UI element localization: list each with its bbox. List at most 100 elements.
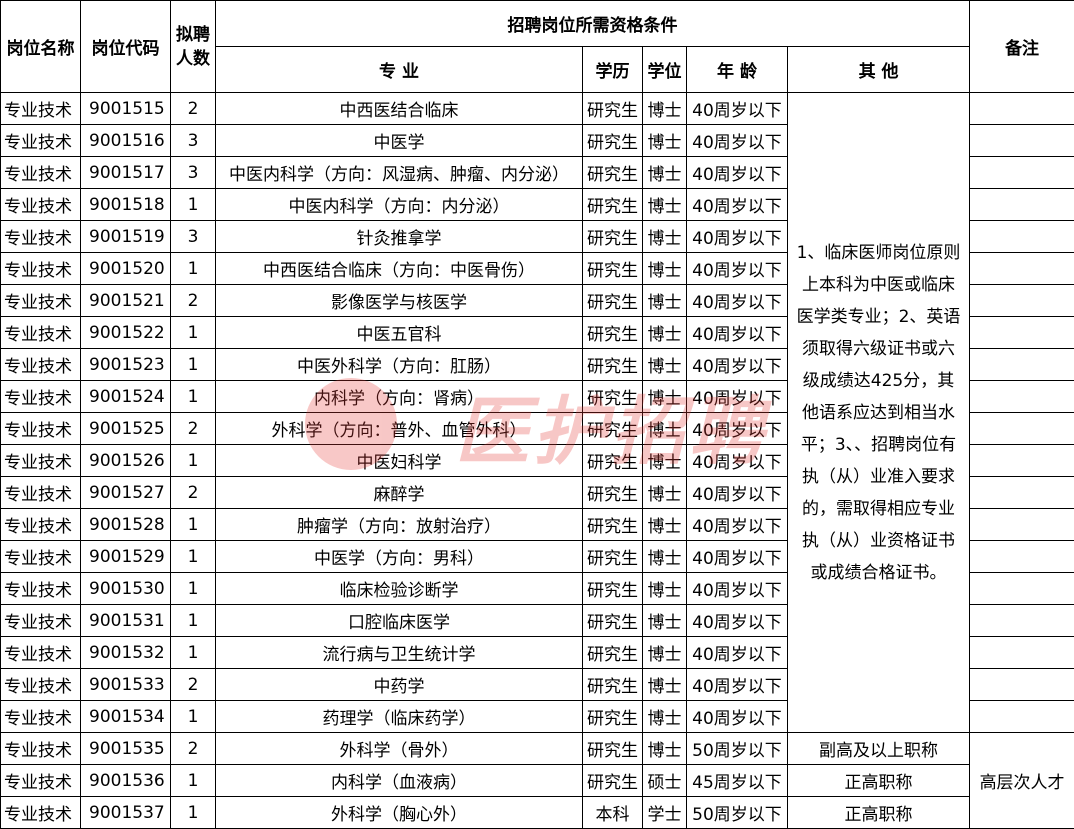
position-name: 专业技术 — [0, 188, 81, 221]
education: 研究生 — [582, 764, 643, 797]
hire-count: 1 — [170, 764, 216, 797]
age-limit: 40周岁以下 — [686, 476, 788, 509]
remark-empty — [969, 572, 1074, 605]
header-position-name: 岗位名称 — [0, 0, 81, 93]
major: 中医学（方向：男科） — [215, 540, 583, 573]
position-name: 专业技术 — [0, 732, 81, 765]
position-code: 9001536 — [80, 764, 171, 797]
table-row: 专业技术 9001536 1 内科学（血液病） 研究生 硕士 45周岁以下 正高职称 — [0, 764, 1074, 797]
table-row: 专业技术 9001521 2 影像医学与核医学 研究生 博士 40周岁以下 — [0, 284, 1074, 317]
hire-count: 1 — [170, 188, 216, 221]
table-row: 专业技术 9001526 1 中医妇科学 研究生 博士 40周岁以下 — [0, 444, 1074, 477]
position-name: 专业技术 — [0, 284, 81, 317]
age-limit: 40周岁以下 — [686, 508, 788, 541]
major: 中西医结合临床 — [215, 92, 583, 125]
education: 研究生 — [582, 572, 643, 605]
age-limit: 40周岁以下 — [686, 220, 788, 253]
major: 针灸推拿学 — [215, 220, 583, 253]
hire-count: 2 — [170, 476, 216, 509]
major: 中医外科学（方向：肛肠） — [215, 348, 583, 381]
major: 外科学（骨外） — [215, 732, 583, 765]
education: 研究生 — [582, 156, 643, 189]
hire-count: 2 — [170, 668, 216, 701]
remark-high-level-talent: 高层次人才 — [969, 732, 1074, 829]
header-degree: 学位 — [642, 46, 687, 93]
position-code: 9001524 — [80, 380, 171, 413]
table-row: 专业技术 9001533 2 中药学 研究生 博士 40周岁以下 — [0, 668, 1074, 701]
remark-empty — [969, 476, 1074, 509]
education: 研究生 — [582, 316, 643, 349]
hire-count: 2 — [170, 412, 216, 445]
table-row: 专业技术 9001515 2 中西医结合临床 研究生 博士 40周岁以下 1、临床医师岗位原则… — [0, 92, 1074, 733]
table-row: 专业技术 9001530 1 临床检验诊断学 研究生 博士 40周岁以下 — [0, 572, 1074, 605]
remark-empty — [969, 252, 1074, 285]
education: 研究生 — [582, 188, 643, 221]
education: 研究生 — [582, 540, 643, 573]
position-name: 专业技术 — [0, 156, 81, 189]
remark-empty — [969, 444, 1074, 477]
header-position-code: 岗位代码 — [80, 0, 171, 93]
remark-empty — [969, 92, 1074, 125]
table-body: 专业技术 9001515 2 中西医结合临床 研究生 博士 40周岁以下 1、临床医师岗位原则… — [0, 92, 1074, 829]
remark-empty — [969, 316, 1074, 349]
header-other: 其 他 — [786, 46, 971, 93]
position-code: 9001529 — [80, 540, 171, 573]
position-name: 专业技术 — [0, 636, 81, 669]
position-code: 9001517 — [80, 156, 171, 189]
position-code: 9001520 — [80, 252, 171, 285]
hire-count: 1 — [170, 316, 216, 349]
education: 研究生 — [582, 220, 643, 253]
hire-count: 1 — [170, 572, 216, 605]
major: 流行病与卫生统计学 — [215, 636, 583, 669]
major: 外科学（胸心外） — [215, 796, 583, 829]
remark-empty — [969, 348, 1074, 381]
hire-count: 1 — [170, 444, 216, 477]
table-row: 专业技术 9001532 1 流行病与卫生统计学 研究生 博士 40周岁以下 — [0, 636, 1074, 669]
position-name: 专业技术 — [0, 92, 81, 125]
table-row: 专业技术 9001537 1 外科学（胸心外） 本科 学士 50周岁以下 正高职称 — [0, 796, 1074, 829]
education: 研究生 — [582, 508, 643, 541]
hire-count: 2 — [170, 92, 216, 125]
header-remark: 备注 — [969, 0, 1074, 93]
remark-empty — [969, 604, 1074, 637]
education: 本科 — [582, 796, 643, 829]
hire-count: 3 — [170, 220, 216, 253]
degree: 博士 — [642, 252, 687, 285]
remark-empty — [969, 668, 1074, 701]
table-row: 专业技术 9001523 1 中医外科学（方向：肛肠） 研究生 博士 40周岁以下 — [0, 348, 1074, 381]
position-name: 专业技术 — [0, 220, 81, 253]
other-requirement: 正高职称 — [786, 796, 971, 829]
age-limit: 40周岁以下 — [686, 572, 788, 605]
age-limit: 40周岁以下 — [686, 316, 788, 349]
header-education: 学历 — [582, 46, 643, 93]
degree: 博士 — [642, 92, 687, 125]
major: 中医妇科学 — [215, 444, 583, 477]
position-code: 9001534 — [80, 700, 171, 733]
remark-empty — [969, 284, 1074, 317]
age-limit: 40周岁以下 — [686, 444, 788, 477]
education: 研究生 — [582, 476, 643, 509]
position-name: 专业技术 — [0, 412, 81, 445]
position-name: 专业技术 — [0, 796, 81, 829]
position-name: 专业技术 — [0, 572, 81, 605]
degree: 博士 — [642, 508, 687, 541]
education: 研究生 — [582, 700, 643, 733]
table-row: 专业技术 9001524 1 内科学（方向：肾病） 研究生 博士 40周岁以下 — [0, 380, 1074, 413]
major: 内科学（血液病） — [215, 764, 583, 797]
position-code: 9001527 — [80, 476, 171, 509]
position-code: 9001526 — [80, 444, 171, 477]
age-limit: 40周岁以下 — [686, 700, 788, 733]
hire-count: 1 — [170, 348, 216, 381]
major: 口腔临床医学 — [215, 604, 583, 637]
degree: 博士 — [642, 412, 687, 445]
education: 研究生 — [582, 636, 643, 669]
education: 研究生 — [582, 732, 643, 765]
age-limit: 40周岁以下 — [686, 636, 788, 669]
hire-count: 1 — [170, 604, 216, 637]
degree: 学士 — [642, 796, 687, 829]
table-row: 专业技术 9001534 1 药理学（临床药学） 研究生 博士 40周岁以下 — [0, 700, 1074, 733]
other-requirement: 正高职称 — [786, 764, 971, 797]
header-qualifications: 招聘岗位所需资格条件 — [214, 0, 971, 47]
degree: 博士 — [642, 668, 687, 701]
table-row: 专业技术 9001518 1 中医内科学（方向：内分泌） 研究生 博士 40周岁以下 — [0, 188, 1074, 221]
